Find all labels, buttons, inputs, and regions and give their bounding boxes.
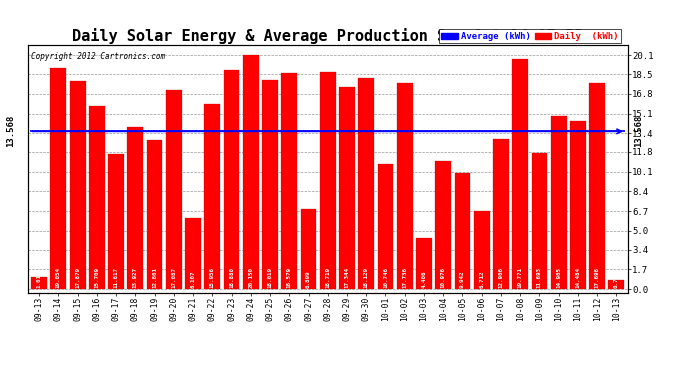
Text: 13.927: 13.927 <box>133 267 138 288</box>
Bar <box>301 209 317 289</box>
Bar <box>128 127 144 289</box>
Text: 12.861: 12.861 <box>152 267 157 288</box>
Bar <box>339 87 355 289</box>
Text: 15.709: 15.709 <box>95 267 99 288</box>
Text: 10.746: 10.746 <box>383 267 388 288</box>
Text: 10.976: 10.976 <box>441 267 446 288</box>
Bar <box>147 140 162 289</box>
Text: 18.880: 18.880 <box>229 267 234 288</box>
Bar <box>204 104 220 289</box>
Text: 18.129: 18.129 <box>364 267 368 288</box>
Bar <box>320 72 335 289</box>
Text: 17.736: 17.736 <box>402 267 407 288</box>
Bar <box>89 106 105 289</box>
Bar <box>243 55 259 289</box>
Bar <box>435 162 451 289</box>
Bar <box>358 78 374 289</box>
Text: 18.719: 18.719 <box>325 267 331 288</box>
Bar <box>474 211 490 289</box>
Bar <box>31 277 47 289</box>
Bar <box>416 238 432 289</box>
Text: 6.899: 6.899 <box>306 270 311 288</box>
Text: 18.579: 18.579 <box>287 267 292 288</box>
Bar <box>224 70 239 289</box>
Text: 4.406: 4.406 <box>422 270 426 288</box>
Bar <box>50 68 66 289</box>
Text: 13.568: 13.568 <box>7 115 16 147</box>
Text: 17.087: 17.087 <box>171 267 177 288</box>
Text: 11.693: 11.693 <box>537 267 542 288</box>
Bar <box>397 83 413 289</box>
Bar <box>531 153 547 289</box>
Bar <box>570 121 586 289</box>
Bar <box>108 154 124 289</box>
Text: 17.879: 17.879 <box>75 267 80 288</box>
Text: 19.054: 19.054 <box>56 267 61 288</box>
Text: 11.617: 11.617 <box>114 267 119 288</box>
Text: 1.013: 1.013 <box>37 270 41 288</box>
Bar <box>282 73 297 289</box>
Bar <box>609 280 624 289</box>
Bar <box>493 139 509 289</box>
Bar <box>262 80 278 289</box>
Text: 13.568: 13.568 <box>634 115 643 147</box>
Bar <box>512 59 528 289</box>
Bar <box>455 174 471 289</box>
Bar <box>166 90 181 289</box>
Bar <box>551 116 566 289</box>
Text: 15.956: 15.956 <box>210 267 215 288</box>
Text: 9.942: 9.942 <box>460 270 465 288</box>
Text: 19.771: 19.771 <box>518 267 522 288</box>
Text: 6.712: 6.712 <box>479 270 484 288</box>
Text: 6.107: 6.107 <box>190 270 195 288</box>
Text: 18.019: 18.019 <box>268 267 273 288</box>
Text: 17.344: 17.344 <box>344 267 350 288</box>
Text: 14.905: 14.905 <box>556 267 561 288</box>
Title: Daily Solar Energy & Average Production Sun Oct 14 07:55: Daily Solar Energy & Average Production … <box>72 28 583 44</box>
Legend: Average (kWh), Daily  (kWh): Average (kWh), Daily (kWh) <box>439 29 621 44</box>
Text: 12.906: 12.906 <box>498 267 504 288</box>
Text: 20.150: 20.150 <box>248 267 253 288</box>
Text: 17.698: 17.698 <box>595 267 600 288</box>
Bar <box>589 83 605 289</box>
Bar <box>377 164 393 289</box>
Bar <box>185 218 201 289</box>
Text: 14.484: 14.484 <box>575 267 580 288</box>
Text: 0.755: 0.755 <box>614 270 619 288</box>
Text: Copyright 2012 Cartronics.com: Copyright 2012 Cartronics.com <box>30 53 165 62</box>
Bar <box>70 81 86 289</box>
